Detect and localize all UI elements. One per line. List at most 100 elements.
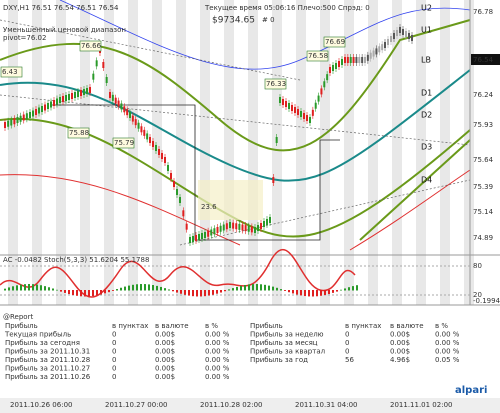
ac-bar: [212, 290, 214, 295]
ac-bar: [180, 290, 182, 294]
candle-body: [352, 57, 355, 63]
candle-body: [282, 99, 284, 105]
candle-body: [269, 217, 271, 223]
candle-body: [44, 104, 46, 111]
report-cell: 0.05 %: [435, 356, 460, 364]
ac-bar: [44, 286, 46, 291]
price-label: 75.39: [473, 183, 493, 191]
price-box-label: 76.69: [325, 38, 345, 46]
candle-body: [329, 67, 331, 73]
ac-bar: [316, 290, 318, 297]
stripe: [272, 0, 282, 305]
report-cell: 0.00$: [155, 365, 175, 373]
price-box: [79, 40, 102, 52]
candle-body: [266, 219, 268, 225]
candle-body: [260, 223, 262, 229]
price-box-label: 76.66: [81, 42, 102, 50]
ac-bar: [276, 287, 278, 291]
ac-bar: [120, 287, 122, 291]
candle-body: [129, 112, 131, 118]
ac-bar: [84, 290, 86, 297]
ac-bar: [308, 290, 310, 297]
candle-body: [164, 157, 166, 163]
stripe: [392, 0, 402, 305]
report-cell: Текущая прибыль: [4, 331, 71, 339]
ac-bar: [8, 287, 10, 291]
ac-bar: [164, 288, 166, 291]
time-label: 2011.10.26 06:00: [10, 401, 72, 409]
candle-body: [411, 35, 413, 41]
candle-body: [399, 27, 401, 33]
candle-body: [189, 237, 191, 243]
ac-bar: [272, 286, 274, 291]
candle-body: [306, 115, 308, 121]
candle-body: [195, 235, 197, 241]
candle-body: [74, 92, 76, 98]
candle-body: [149, 137, 151, 143]
report-cell: в %: [435, 322, 448, 330]
candle-body: [53, 100, 55, 106]
report-cell: 0.00 %: [435, 348, 460, 356]
ac-bar: [288, 290, 290, 293]
candle-body: [390, 36, 392, 42]
candle-body: [408, 33, 410, 39]
ac-bar: [280, 289, 282, 291]
price-label: 75.93: [473, 121, 493, 129]
ac-bar: [204, 290, 206, 297]
report-cell: в пунктах: [345, 322, 381, 330]
candle-body: [222, 224, 225, 231]
stripe: [464, 0, 474, 305]
price-box: [264, 78, 287, 90]
candle-body: [86, 88, 88, 94]
candle-body: [71, 93, 73, 99]
channel: [359, 139, 471, 241]
candle-body: [346, 57, 349, 63]
ac-bar: [160, 286, 162, 291]
candle-body: [161, 153, 163, 159]
report-cell: Прибыль за 2011.10.31: [5, 348, 90, 356]
ac-bar: [148, 284, 150, 291]
report-cell: 0: [112, 348, 116, 356]
current-price-box: [471, 54, 500, 65]
candle-body: [338, 61, 340, 67]
ac-bar: [156, 285, 158, 291]
middle-band: [0, 69, 471, 182]
ac-bar: [244, 284, 246, 291]
ac-bar: [284, 290, 286, 291]
ac-bar: [336, 290, 338, 292]
ac-bar: [72, 290, 74, 296]
candle-body: [341, 59, 343, 65]
lower-band: [0, 169, 471, 251]
candle-body: [372, 50, 375, 57]
ac-bar: [328, 290, 330, 295]
candle-body: [185, 223, 188, 230]
ac-bar: [332, 290, 334, 293]
report-cell: 0.00$: [155, 348, 175, 356]
report-cell: в %: [205, 322, 218, 330]
ac-bar: [320, 290, 322, 296]
report-cell: Прибыль за месяц: [250, 339, 318, 347]
candle-body: [263, 221, 265, 227]
price-box-label: 76.33: [266, 80, 286, 88]
candle-body: [105, 77, 108, 83]
report-cell: 0: [112, 339, 116, 347]
candle-body: [381, 44, 384, 51]
report-cell: Прибыль за сегодня: [5, 339, 80, 347]
ac-bar: [52, 288, 54, 291]
candle-body: [38, 107, 40, 114]
report-cell: 0.00 %: [205, 373, 230, 381]
candle-body: [13, 118, 16, 125]
ac-bar: [216, 290, 218, 294]
candle-body: [294, 107, 296, 113]
ac-bar: [28, 284, 30, 291]
symbol: DXY,H1 76.51 76.54 76.51 76.54: [3, 4, 119, 12]
report-cell: 0: [112, 331, 116, 339]
trend-lines: [0, 19, 471, 246]
report-title: @Report: [3, 313, 33, 321]
candle-body: [173, 181, 175, 187]
candle-body: [204, 232, 206, 238]
candle-body: [158, 149, 160, 155]
ac-bar: [256, 284, 258, 291]
candle-body: [56, 98, 58, 105]
